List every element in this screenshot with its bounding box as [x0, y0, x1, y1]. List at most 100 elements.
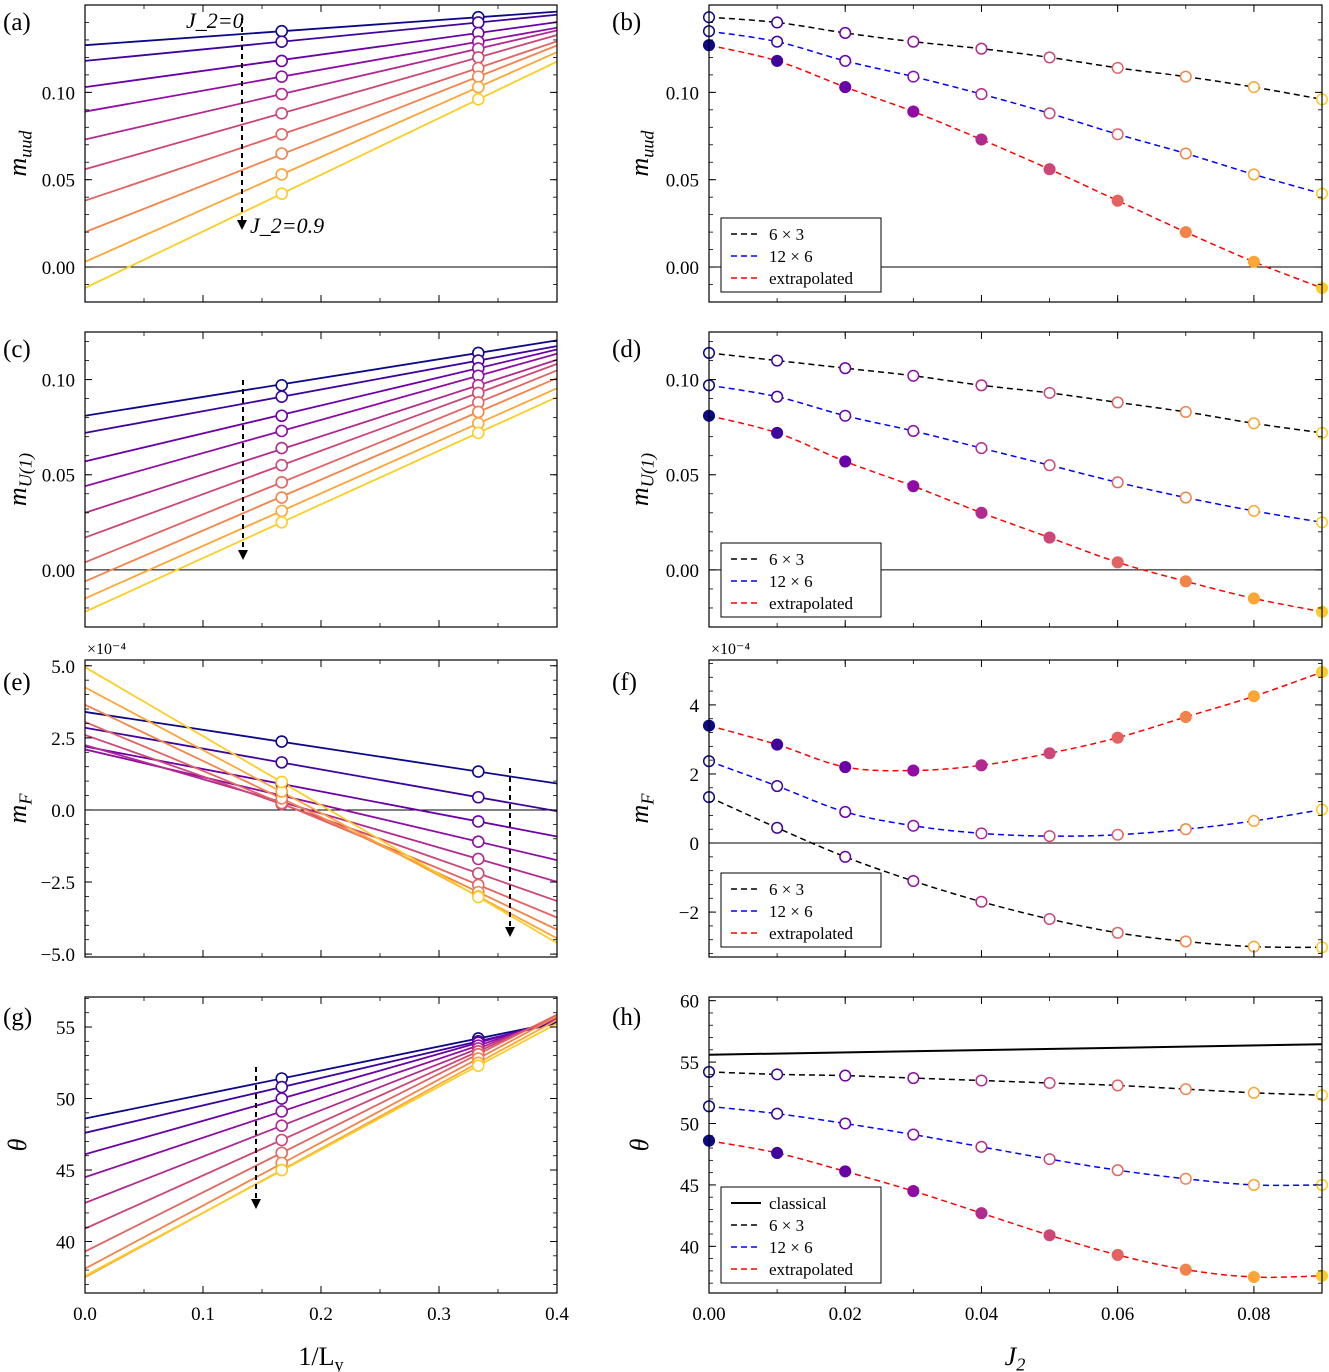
- fit-line: [85, 1022, 557, 1277]
- data-point: [771, 780, 784, 793]
- data-point: [471, 80, 485, 94]
- axes-frame: [708, 4, 1323, 303]
- data-point: [771, 390, 784, 403]
- fit-line: [85, 721, 557, 919]
- y-axis-label: mF: [3, 793, 35, 824]
- plot-area: [85, 666, 557, 944]
- arrow-head: [251, 1199, 261, 1209]
- data-point: [839, 26, 852, 40]
- data-point: [1247, 417, 1260, 430]
- series-line-blue: [709, 760, 1322, 837]
- legend-box: [720, 217, 882, 293]
- data-point: [1247, 168, 1260, 181]
- data-point: [1111, 1164, 1124, 1177]
- legend-label: 6 × 3: [769, 550, 804, 569]
- data-point: [975, 1207, 988, 1220]
- legend-box: [720, 872, 882, 948]
- legend-label: 6 × 3: [769, 880, 804, 899]
- data-point: [907, 424, 920, 438]
- axes-frame: [84, 659, 558, 958]
- y-axis-label: θ: [625, 1138, 654, 1151]
- legend-label: extrapolated: [769, 924, 854, 943]
- data-point: [1179, 1083, 1192, 1096]
- data-point: [1111, 61, 1124, 74]
- legend-label: 12 × 6: [769, 902, 813, 921]
- y-tick-label: 40: [680, 1237, 699, 1258]
- y-axis-label: mU(1): [3, 453, 36, 506]
- data-point: [907, 1128, 920, 1141]
- y-tick-label: 0.00: [666, 561, 699, 582]
- data-point: [275, 70, 289, 83]
- y-tick-label: 0.05: [666, 466, 699, 487]
- y-tick-label: 2: [690, 765, 700, 786]
- panel-label: (e): [3, 669, 31, 696]
- panel-label: (b): [612, 9, 641, 36]
- data-point: [471, 890, 485, 904]
- data-point: [1179, 491, 1192, 504]
- axes-frame: [84, 4, 558, 303]
- data-point: [1111, 396, 1124, 409]
- data-point: [1043, 1076, 1056, 1090]
- data-point: [907, 764, 920, 777]
- data-point: [275, 424, 289, 438]
- axes-frame: [708, 331, 1323, 628]
- data-point: [975, 506, 988, 519]
- data-point: [1247, 1270, 1260, 1284]
- data-point: [907, 70, 920, 83]
- fit-line: [85, 711, 557, 785]
- data-point: [771, 35, 784, 48]
- data-point: [771, 1146, 784, 1160]
- data-point: [471, 815, 485, 828]
- classical-line: [709, 1043, 1322, 1056]
- legend-label: extrapolated: [769, 269, 854, 288]
- data-point: [275, 24, 289, 38]
- data-point: [1111, 476, 1124, 489]
- data-point: [839, 1117, 852, 1130]
- data-point: [1111, 556, 1124, 569]
- data-point: [275, 1092, 289, 1105]
- data-point: [1043, 459, 1056, 472]
- data-point: [1111, 194, 1124, 207]
- fit-line: [85, 1016, 557, 1204]
- data-point: [771, 354, 784, 367]
- data-point: [275, 1163, 289, 1177]
- panel-label: (c): [3, 336, 31, 363]
- data-point: [275, 1105, 289, 1118]
- data-point: [975, 759, 988, 772]
- data-point: [1043, 830, 1056, 843]
- fit-line: [85, 29, 557, 141]
- fit-line: [85, 40, 557, 202]
- data-point: [275, 1080, 289, 1094]
- data-point: [839, 1165, 852, 1178]
- data-point: [771, 1107, 784, 1120]
- legend-label: extrapolated: [769, 1260, 854, 1279]
- panel-label: (d): [612, 336, 641, 363]
- data-point: [907, 819, 920, 832]
- y-tick-label: 55: [680, 1053, 699, 1074]
- data-point: [975, 133, 988, 146]
- panel-label: (g): [3, 1004, 32, 1031]
- data-point: [839, 761, 852, 774]
- y-tick-label: −5.0: [41, 945, 75, 966]
- fit-line: [85, 339, 557, 417]
- data-point: [275, 491, 289, 504]
- data-point: [839, 850, 852, 863]
- y-tick-label: 0.10: [42, 371, 75, 392]
- y-tick-label: 0.05: [666, 171, 699, 192]
- data-point: [471, 426, 485, 440]
- data-point: [471, 70, 485, 83]
- data-point: [275, 390, 289, 404]
- data-point: [975, 88, 988, 101]
- y-tick-label: 0.00: [42, 561, 75, 582]
- legend-label: classical: [769, 1194, 827, 1213]
- y-tick-label: 45: [680, 1176, 699, 1197]
- series-line-red: [709, 415, 1322, 613]
- data-point: [771, 738, 784, 751]
- arrow-e: [505, 768, 515, 937]
- panel-label: (f): [612, 669, 637, 696]
- axes-frame: [708, 996, 1323, 1294]
- series-line-blue: [709, 384, 1322, 524]
- y-tick-label: 0.10: [666, 371, 699, 392]
- data-point: [1179, 405, 1192, 418]
- x-tick-label: 0.3: [427, 1304, 451, 1325]
